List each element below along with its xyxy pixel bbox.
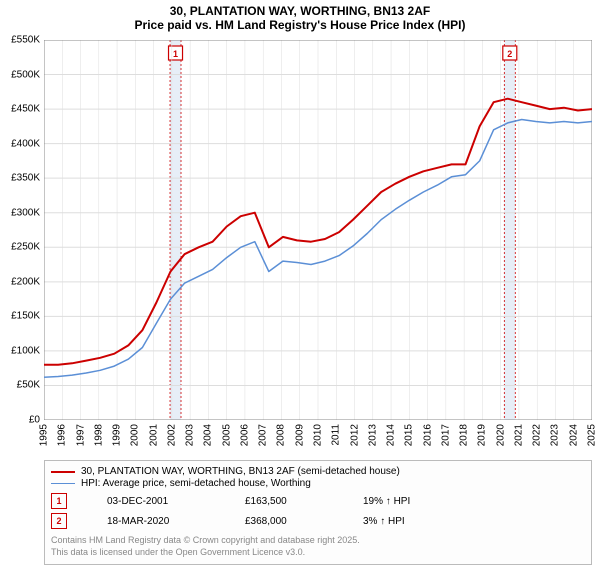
x-tick-label: 1995 [39,424,50,446]
x-tick-label: 2018 [459,424,470,446]
y-tick-label: £300K [0,207,40,218]
sale-delta: 3% ↑ HPI [363,516,405,527]
footer: Contains HM Land Registry data © Crown c… [51,535,585,558]
x-tick-label: 2020 [495,424,506,446]
legend-row: HPI: Average price, semi-detached house,… [51,478,585,489]
x-tick-label: 2025 [587,424,598,446]
x-tick-label: 2024 [568,424,579,446]
sale-price: £368,000 [245,516,335,527]
x-tick-label: 2009 [294,424,305,446]
chart-svg: 12 [44,40,592,420]
footer-line-2: This data is licensed under the Open Gov… [51,547,585,559]
sale-price: £163,500 [245,496,335,507]
y-tick-label: £100K [0,345,40,356]
x-tick-label: 2005 [221,424,232,446]
x-tick-label: 2014 [386,424,397,446]
y-tick-label: £350K [0,173,40,184]
legend-row: 30, PLANTATION WAY, WORTHING, BN13 2AF (… [51,466,585,477]
legend-box: 30, PLANTATION WAY, WORTHING, BN13 2AF (… [44,460,592,565]
chart-area: 12 [44,40,592,420]
y-tick-label: £0 [0,415,40,426]
title-block: 30, PLANTATION WAY, WORTHING, BN13 2AF P… [0,0,600,32]
x-tick-label: 2006 [239,424,250,446]
sale-date: 18-MAR-2020 [107,516,217,527]
y-tick-label: £550K [0,35,40,46]
y-tick-label: £500K [0,69,40,80]
x-tick-label: 2002 [166,424,177,446]
x-tick-label: 1997 [75,424,86,446]
x-tick-label: 2016 [422,424,433,446]
y-tick-label: £200K [0,276,40,287]
sale-delta: 19% ↑ HPI [363,496,410,507]
legend-label: HPI: Average price, semi-detached house,… [81,478,311,489]
x-tick-label: 2011 [331,424,342,446]
x-tick-label: 1998 [93,424,104,446]
chart-container: 30, PLANTATION WAY, WORTHING, BN13 2AF P… [0,0,600,560]
legend-swatch [51,471,75,473]
x-tick-label: 2003 [185,424,196,446]
sale-row: 1 03-DEC-2001 £163,500 19% ↑ HPI [51,493,585,509]
x-tick-label: 1999 [112,424,123,446]
sale-marker: 2 [51,513,67,529]
sale-date: 03-DEC-2001 [107,496,217,507]
sale-marker: 1 [51,493,67,509]
svg-text:2: 2 [507,49,512,59]
x-tick-label: 2019 [477,424,488,446]
title-line-2: Price paid vs. HM Land Registry's House … [0,18,600,32]
footer-line-1: Contains HM Land Registry data © Crown c… [51,535,585,547]
y-tick-label: £400K [0,138,40,149]
y-tick-label: £250K [0,242,40,253]
x-tick-label: 2010 [313,424,324,446]
x-tick-label: 2001 [148,424,159,446]
sale-row: 2 18-MAR-2020 £368,000 3% ↑ HPI [51,513,585,529]
x-tick-label: 1996 [57,424,68,446]
legend-label: 30, PLANTATION WAY, WORTHING, BN13 2AF (… [81,466,400,477]
x-tick-label: 2012 [349,424,360,446]
legend-sales: 1 03-DEC-2001 £163,500 19% ↑ HPI 2 18-MAR-202… [51,493,585,529]
legend-swatch [51,483,75,484]
legend-series: 30, PLANTATION WAY, WORTHING, BN13 2AF (… [51,466,585,489]
x-tick-label: 2004 [203,424,214,446]
y-tick-label: £50K [0,380,40,391]
x-tick-label: 2022 [532,424,543,446]
x-tick-label: 2007 [258,424,269,446]
x-tick-label: 2013 [367,424,378,446]
y-tick-label: £150K [0,311,40,322]
y-tick-label: £450K [0,104,40,115]
x-tick-label: 2008 [276,424,287,446]
x-tick-label: 2015 [404,424,415,446]
x-tick-label: 2000 [130,424,141,446]
svg-text:1: 1 [173,49,178,59]
x-tick-label: 2023 [550,424,561,446]
x-tick-label: 2017 [440,424,451,446]
x-tick-label: 2021 [513,424,524,446]
title-line-1: 30, PLANTATION WAY, WORTHING, BN13 2AF [0,4,600,18]
